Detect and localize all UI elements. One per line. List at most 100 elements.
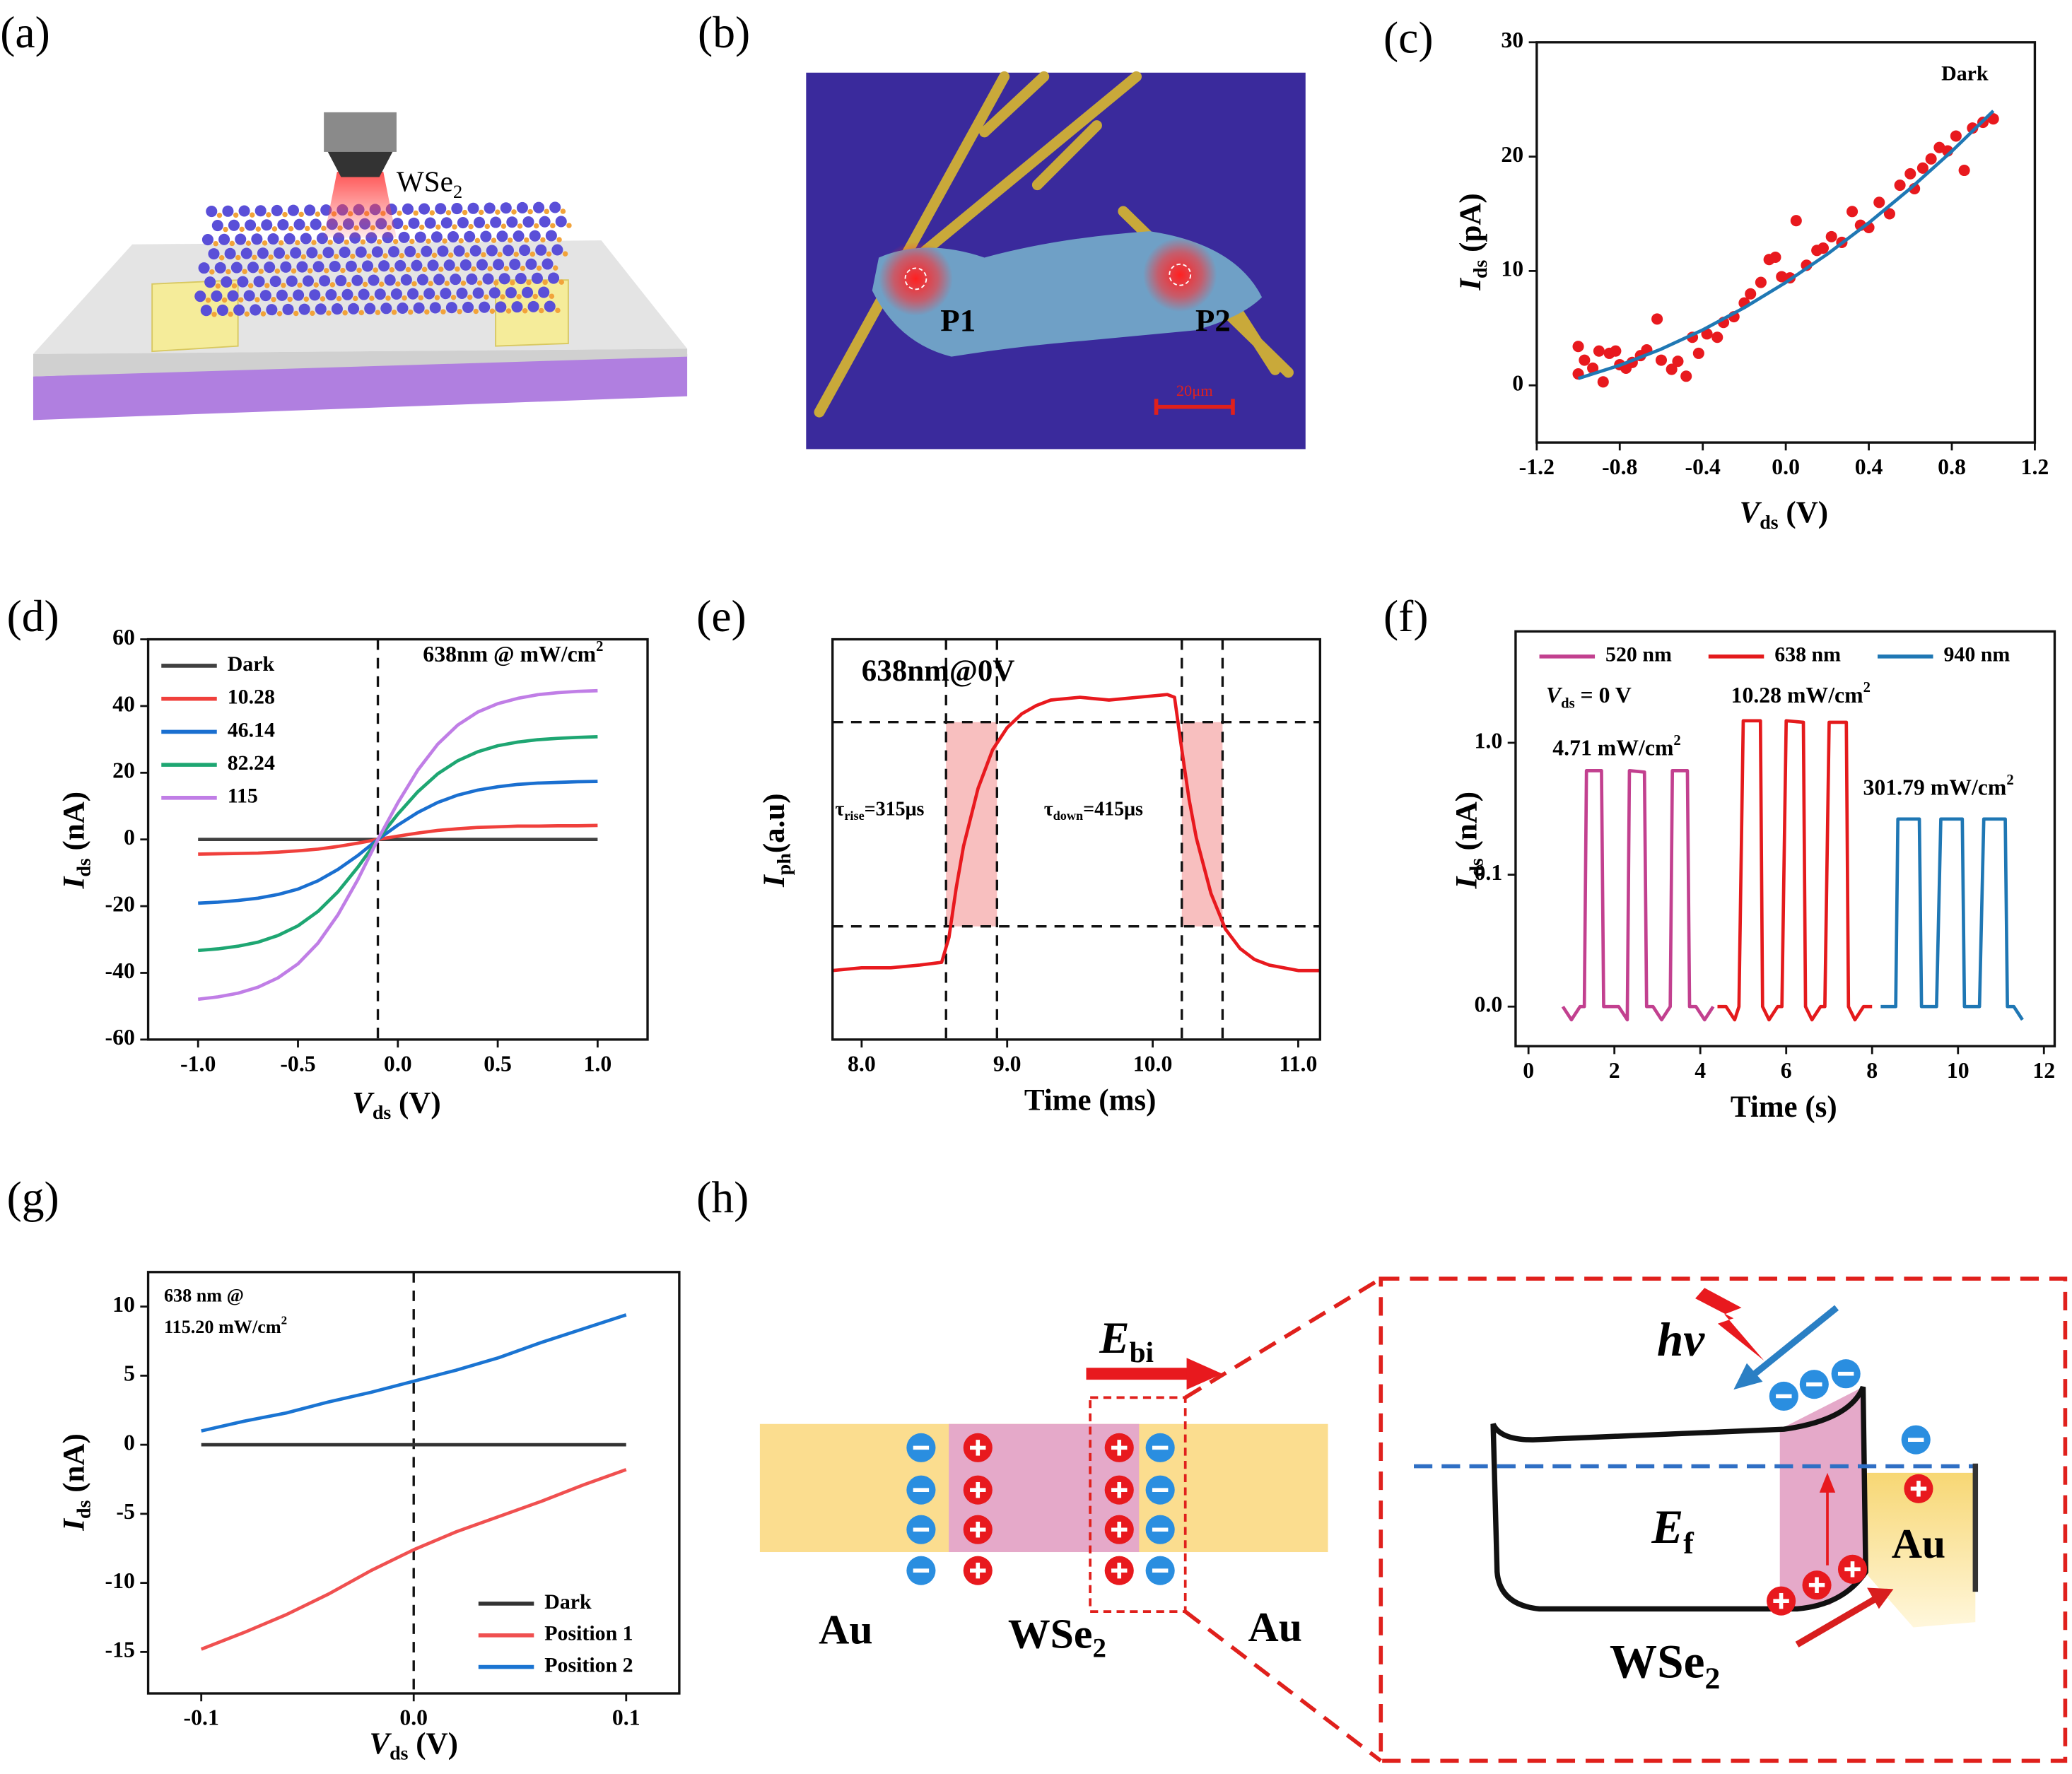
- text-part: rise: [844, 809, 864, 823]
- chart: -1.2 -0.8 -0.4 0.0 0.4 0.8 1.2 0 10 20 30: [1501, 28, 2049, 479]
- atom: [329, 260, 341, 273]
- atom: [228, 219, 240, 231]
- plot-frame: [1535, 41, 2037, 444]
- atom: [340, 267, 346, 274]
- atom: [497, 252, 503, 257]
- atom: [498, 273, 510, 285]
- atom: [389, 267, 395, 273]
- atom: [364, 302, 376, 315]
- y-tick-label: 5: [124, 1361, 135, 1386]
- atom: [385, 295, 391, 301]
- x-axis-label: Vds (V): [1740, 496, 1828, 534]
- photon-bolt: [1695, 1288, 1764, 1361]
- atom: [513, 230, 525, 242]
- y-tick-label: 30: [1501, 28, 1523, 52]
- data-point: [1692, 347, 1704, 359]
- data-point: [1817, 242, 1830, 254]
- zoom-box: [1089, 1396, 1187, 1613]
- atom: [464, 230, 476, 242]
- atom: [419, 224, 425, 230]
- plot-frame: [1514, 630, 2056, 1047]
- atom: [522, 216, 534, 228]
- atom: [440, 309, 446, 315]
- text-part: 115.20 mW/cm: [164, 1317, 281, 1337]
- atom: [324, 268, 329, 274]
- atom: [555, 307, 561, 313]
- data-point: [1894, 180, 1906, 192]
- text-part: =415μs: [1083, 799, 1143, 821]
- atom: [269, 276, 281, 288]
- y-tick-label: 20: [1501, 142, 1523, 167]
- atom: [466, 273, 478, 285]
- atom: [391, 310, 397, 315]
- x-tick-label: 0.4: [1855, 454, 1883, 479]
- y-tick-label: 10: [112, 1292, 135, 1317]
- x-tick-label: 8: [1866, 1058, 1878, 1083]
- data-line: [198, 823, 598, 856]
- atom: [282, 303, 294, 315]
- data-point: [1579, 354, 1591, 366]
- atom: [457, 309, 462, 315]
- x-axis-label: Time (s): [1731, 1091, 1837, 1124]
- atom: [259, 290, 271, 302]
- atom: [293, 218, 305, 230]
- atom: [460, 259, 472, 271]
- atom: [281, 282, 286, 288]
- atom: [231, 283, 238, 289]
- data-point: [1967, 122, 1979, 134]
- atom: [493, 280, 499, 286]
- atom: [416, 274, 428, 286]
- data-point: [1587, 362, 1599, 374]
- atom: [558, 279, 565, 285]
- atom: [336, 295, 342, 302]
- annotation: 638nm@0V: [862, 654, 1015, 688]
- atom: [297, 282, 303, 288]
- atom: [375, 310, 381, 315]
- data-point: [1925, 153, 1937, 165]
- atom: [233, 212, 239, 218]
- laser-spot: [879, 242, 953, 316]
- text-part: Dark: [1941, 61, 1989, 85]
- data-point: [1711, 331, 1723, 343]
- panel-label: (e): [696, 591, 747, 641]
- atom: [355, 246, 367, 258]
- x-tick-label: -1.0: [180, 1052, 216, 1076]
- atom: [464, 252, 470, 258]
- label: WSe2: [1008, 1610, 1106, 1663]
- atom: [536, 265, 542, 271]
- x-tick-label: 0.0: [1772, 454, 1800, 479]
- atom: [266, 212, 271, 218]
- atom: [500, 202, 512, 214]
- atom: [379, 281, 385, 287]
- depletion: [1779, 1387, 1866, 1609]
- atom: [457, 217, 469, 229]
- atom: [455, 266, 460, 272]
- atom: [371, 246, 383, 258]
- atom: [529, 251, 536, 257]
- x-tick-label: 10: [1947, 1058, 1969, 1083]
- data-point: [1776, 271, 1788, 283]
- text-part: I: [58, 876, 91, 889]
- atom: [252, 254, 257, 260]
- legend-label: 638 nm: [1774, 643, 1841, 666]
- atom: [233, 304, 245, 316]
- text-part: down: [1053, 809, 1084, 823]
- text-part: ds: [373, 1103, 392, 1124]
- atom: [507, 237, 513, 243]
- label: WSe2: [397, 165, 462, 202]
- data-point: [1916, 162, 1928, 174]
- atom: [495, 209, 501, 215]
- data-point: [1755, 276, 1767, 288]
- atom: [339, 246, 351, 259]
- drift-arrowhead: [1819, 1472, 1836, 1493]
- atom: [520, 265, 526, 271]
- atom: [254, 205, 267, 217]
- data-point: [1769, 251, 1781, 264]
- text-part: ph: [773, 853, 795, 876]
- atom: [533, 201, 545, 213]
- y-axis-label: Ids (nA): [58, 1433, 95, 1531]
- atom: [223, 226, 228, 233]
- atom: [224, 247, 236, 259]
- atom: [474, 237, 481, 244]
